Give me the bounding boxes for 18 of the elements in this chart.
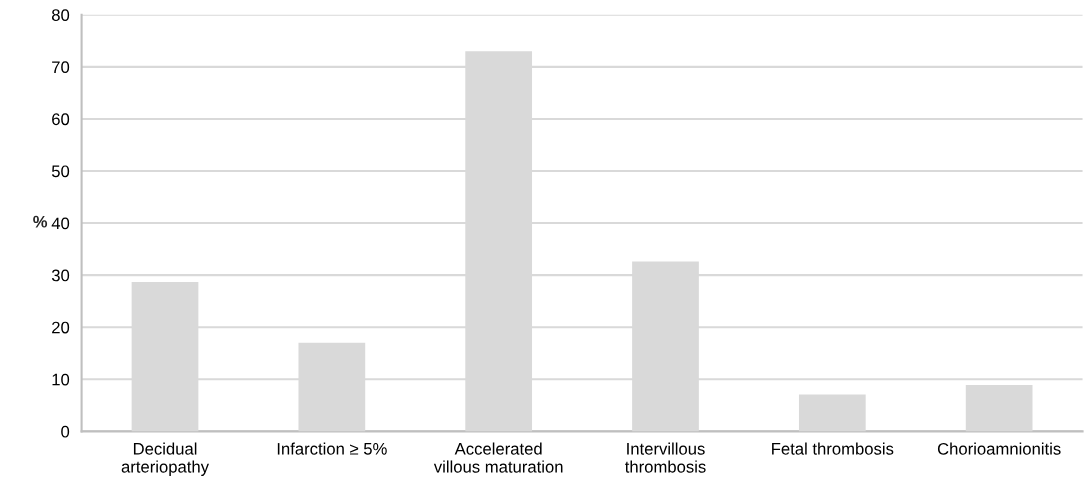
- x-tick-label: Fetal thrombosis: [772, 442, 894, 455]
- y-tick-label: 80: [51, 9, 70, 21]
- y-tick-label: 60: [52, 113, 70, 126]
- y-tick-label: 30: [51, 269, 70, 282]
- x-tick-label: Chorioamnionitis: [937, 442, 1061, 455]
- y-tick-label: 70: [52, 61, 70, 74]
- x-tick-label: Infarction ≥ 5%: [277, 442, 387, 455]
- x-tick-label: Decidual arteriopathy: [121, 442, 209, 476]
- bar: [798, 394, 866, 432]
- bar: [965, 385, 1033, 432]
- y-axis-title: %: [33, 215, 48, 228]
- x-tick-label: Intervillous thrombosis: [624, 442, 706, 473]
- x-tick-label: Accelerated villous maturation: [433, 442, 563, 473]
- y-tick-label: 10: [52, 373, 70, 386]
- y-tick-label: 50: [51, 165, 70, 178]
- y-tick-label: 20: [52, 321, 70, 334]
- y-tick-label: 0: [61, 425, 70, 438]
- y-tick-label: 40: [51, 217, 70, 230]
